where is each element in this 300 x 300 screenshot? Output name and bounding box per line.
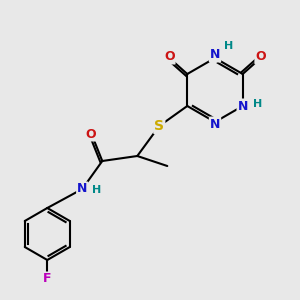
- Text: N: N: [77, 182, 88, 196]
- Text: S: S: [154, 119, 164, 133]
- Text: H: H: [224, 41, 233, 51]
- Text: O: O: [255, 50, 266, 64]
- Text: N: N: [238, 100, 248, 112]
- Text: H: H: [253, 99, 262, 109]
- Text: N: N: [210, 49, 220, 62]
- Text: N: N: [210, 118, 220, 130]
- Text: O: O: [85, 128, 96, 140]
- Text: H: H: [92, 185, 101, 195]
- Text: O: O: [164, 50, 175, 64]
- Text: F: F: [43, 272, 52, 286]
